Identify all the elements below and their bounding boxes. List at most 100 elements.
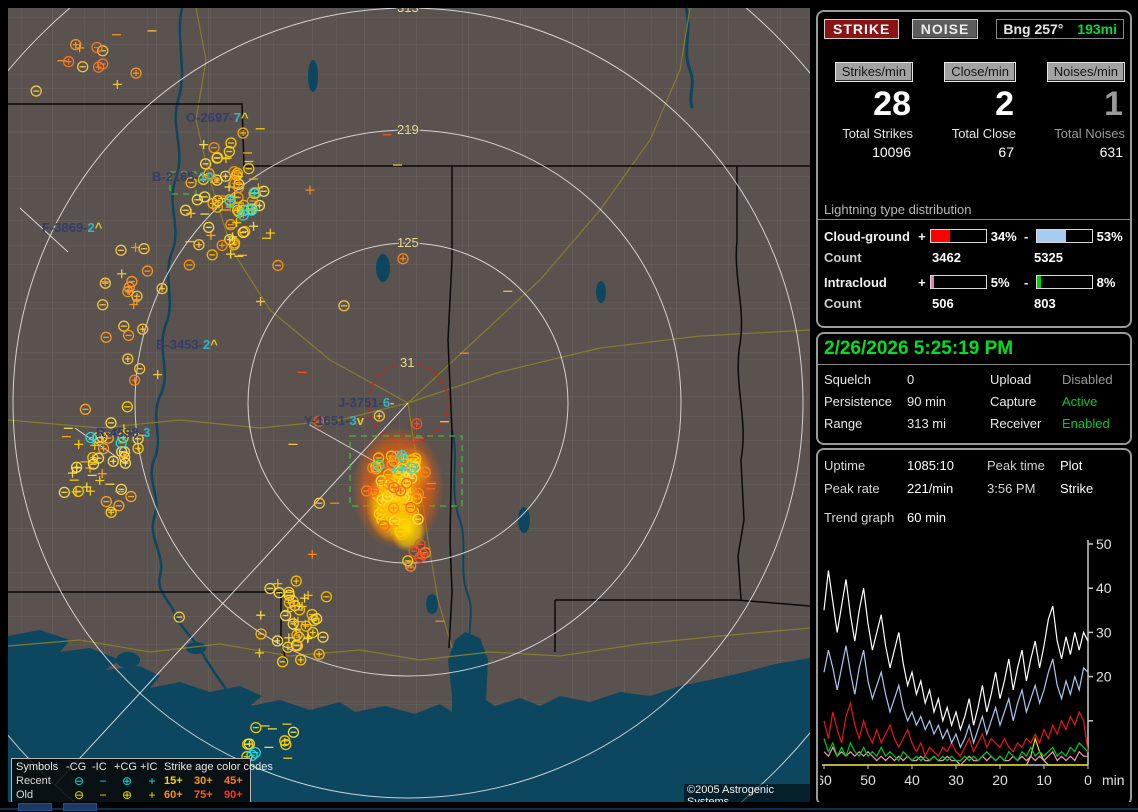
plot-type-value[interactable]: Strike [1060, 481, 1094, 496]
status-row: Persistence 90 min Capture Active [818, 394, 1130, 409]
total-strikes-label: Total Strikes [842, 126, 913, 141]
legend-col-pcg: +CG [114, 761, 137, 773]
bearing-value: Bng 257° [1003, 21, 1064, 37]
upload-label: Upload [990, 372, 1032, 387]
capture-label: Capture [990, 394, 1037, 409]
uptime-value: 1085:10 [907, 458, 954, 473]
age-code: 45+ [224, 775, 243, 787]
status-row: Range 313 mi Receiver Enabled [818, 416, 1130, 431]
cloud-ground-row: Cloud-ground + 34% - 53% [818, 226, 1130, 246]
close-column: Close/min 2 Total Close 67 [913, 62, 1016, 160]
strike-map[interactable]: 125 219 313 31 O-2697-7^ B-2165-10 F-3869-2^ B… [0, 0, 812, 812]
age-code: 90+ [224, 789, 243, 801]
svg-text:0: 0 [1084, 772, 1092, 788]
plus-icon: + [148, 774, 156, 788]
intracloud-row: Intracloud + 5% - 8% [818, 272, 1130, 292]
strike-stats-box: STRIKE NOISE Bng 257° 193mi Strikes/min … [816, 10, 1132, 328]
close-per-min-header[interactable]: Close/min [944, 62, 1016, 82]
strike-symbols [30, 30, 513, 763]
svg-text:30: 30 [1096, 624, 1112, 640]
total-strikes-value: 10096 [872, 144, 911, 160]
circle-minus-icon: ⊖ [73, 788, 85, 802]
strikes-rate: 28 [873, 85, 911, 123]
trend-graph-row: Trend graph 60 min [818, 510, 1130, 525]
peak-rate-value: 221/min [907, 481, 954, 496]
plus-icon: + [148, 788, 156, 802]
svg-text:F-3869-2^: F-3869-2^ [42, 220, 103, 235]
plus-sign: + [918, 274, 926, 290]
svg-text:O-2697-7^: O-2697-7^ [186, 110, 249, 125]
cg-negative-count: 5325 [1034, 249, 1063, 265]
distribution-title: Lightning type distribution [818, 198, 1130, 220]
svg-text:B-2165-10: B-2165-10 [152, 169, 213, 184]
legend-row-label: Recent [16, 775, 51, 787]
legend-col-nic: -IC [92, 761, 107, 773]
trend-graph-label: Trend graph [824, 510, 895, 525]
range-value: 313 mi [907, 416, 947, 431]
cg-positive-percent: 34% [990, 228, 1017, 244]
squelch-value: 0 [907, 372, 915, 387]
cloud-ground-label: Cloud-ground [824, 228, 910, 244]
peak-time-value: 3:56 PM [987, 481, 1036, 496]
total-noises-label: Total Noises [1054, 126, 1125, 141]
minus-icon: − [99, 774, 107, 788]
persistence-label: Persistence [824, 394, 892, 409]
ic-negative-percent: 8% [1096, 274, 1116, 290]
storm-cell-labels: O-2697-7^ B-2165-10 F-3869-2^ B-3453-2^ J-37… [42, 110, 394, 440]
uptime-label: Uptime [824, 458, 866, 473]
circle-plus-icon: ⊕ [121, 774, 133, 788]
legend-row-label: Old [16, 789, 34, 801]
total-noises-value: 631 [1099, 144, 1123, 160]
persistence-value: 90 min [907, 394, 947, 409]
svg-text:50: 50 [860, 772, 876, 788]
total-close-label: Total Close [951, 126, 1016, 141]
svg-text:40: 40 [1096, 580, 1112, 596]
distance-value: 193mi [1077, 21, 1117, 37]
plus-sign: + [918, 228, 926, 244]
range-rings: 125 219 313 31 [8, 8, 810, 802]
trend-box: Uptime 1085:10 Peak time Plot Peak rate … [816, 448, 1132, 806]
strike-mode-button[interactable]: STRIKE [824, 19, 900, 39]
receiver-status: Enabled [1062, 416, 1110, 431]
status-box: 2/26/2026 5:25:19 PM Squelch 0 Upload Di… [816, 332, 1132, 445]
cg-negative-percent: 53% [1096, 228, 1123, 244]
datetime-display: 2/26/2026 5:25:19 PM [818, 334, 1130, 365]
circle-minus-icon: ⊖ [73, 774, 85, 788]
intracloud-label: Intracloud [824, 274, 887, 290]
svg-text:125: 125 [397, 235, 419, 250]
svg-text:31: 31 [400, 355, 414, 370]
bearing-readout: Bng 257° 193mi [996, 19, 1124, 39]
noise-mode-button[interactable]: NOISE [911, 19, 979, 39]
age-code: 30+ [194, 775, 213, 787]
svg-text:20: 20 [992, 772, 1008, 788]
noises-per-min-header[interactable]: Noises/min [1046, 62, 1125, 82]
minus-sign: - [1024, 228, 1029, 244]
svg-text:60: 60 [820, 772, 832, 788]
rivers [150, 8, 694, 693]
age-code: 60+ [164, 789, 183, 801]
ic-positive-bar [929, 275, 987, 289]
peak-time-header: Peak time [987, 458, 1045, 473]
receiver-label: Receiver [990, 416, 1042, 431]
trend-graph: 50 40 30 20 60 50 40 30 20 10 0 min [820, 538, 1125, 788]
trend-graph-period[interactable]: 60 min [907, 510, 947, 525]
strikes-per-min-header[interactable]: Strikes/min [834, 62, 913, 82]
svg-text:219: 219 [397, 122, 419, 137]
taskbar-fragment [63, 803, 97, 811]
side-panel: STRIKE NOISE Bng 257° 193mi Strikes/min … [816, 0, 1138, 812]
lakes [58, 60, 606, 709]
age-code: 75+ [194, 789, 213, 801]
uptime-row: Uptime 1085:10 Peak time Plot [818, 458, 1130, 473]
cloud-ground-count-row: Count 3462 5325 [818, 246, 1130, 268]
svg-text:J-3751-6-: J-3751-6- [338, 395, 394, 410]
svg-text:20: 20 [1096, 669, 1112, 685]
bottom-window-strip [0, 802, 1138, 812]
count-label: Count [824, 249, 862, 265]
minus-sign: - [1024, 274, 1029, 290]
svg-text:10: 10 [1036, 772, 1052, 788]
legend-age-title: Strike age color codes [164, 761, 273, 773]
count-label: Count [824, 295, 862, 311]
legend-symbols-header: Symbols [16, 761, 59, 773]
svg-text:R-4598-3: R-4598-3 [96, 425, 150, 440]
